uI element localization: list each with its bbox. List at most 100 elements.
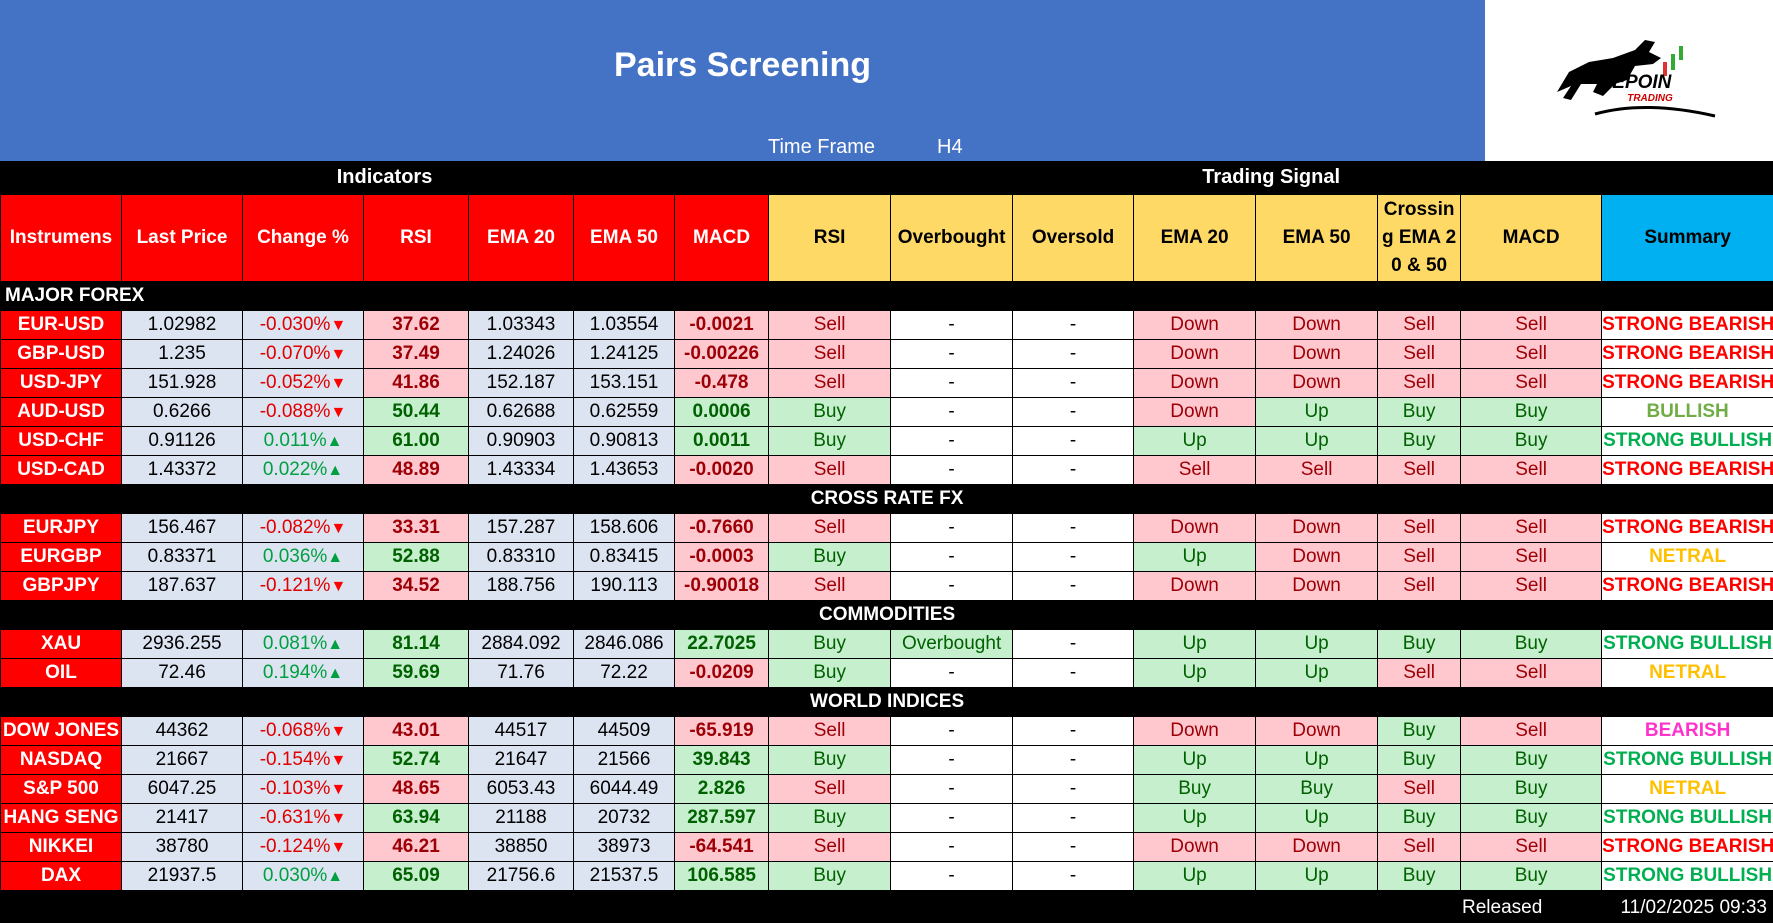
indicator: 1.03554 <box>573 310 675 340</box>
signal: Buy <box>1377 426 1462 456</box>
signal: Up <box>1255 658 1379 688</box>
instrument: EUR-USD <box>0 310 122 340</box>
indicator: 157.287 <box>468 513 574 543</box>
change-cell: 0.081%▲ <box>242 629 364 659</box>
instrument-row: DOW JONES 44362 -0.068%▼ 43.01 44517 44509 -65… <box>0 716 1773 746</box>
section-title: MAJOR FOREX <box>0 281 1773 311</box>
up-arrow: ▲ <box>327 868 344 885</box>
summary: STRONG BEARISH <box>1601 832 1773 862</box>
group-header: Indicators <box>0 161 769 195</box>
instrument-row: DAX 21937.5 0.030%▲ 65.09 21756.6 21537.5 106.… <box>0 861 1773 891</box>
instrument: NIKKEI <box>0 832 122 862</box>
signal: Up <box>1133 803 1257 833</box>
summary: STRONG BEARISH <box>1601 571 1773 601</box>
indicator: 0.90813 <box>573 426 675 456</box>
change-value: -0.154% <box>259 749 331 770</box>
indicator: 72.46 <box>121 658 243 688</box>
indicator: 0.90903 <box>468 426 574 456</box>
signal: - <box>1012 542 1135 572</box>
instrument-row: S&P 500 6047.25 -0.103%▼ 48.65 6053.43 6044.4… <box>0 774 1773 804</box>
indicator: 6053.43 <box>468 774 574 804</box>
change-cell: -0.082%▼ <box>242 513 364 543</box>
signal: Up <box>1133 745 1257 775</box>
instrument: HANG SENG <box>0 803 122 833</box>
column-header: EMA 20 <box>468 194 574 282</box>
header: Pairs Screening Time Frame H4 KEPOIN TRA… <box>0 0 1773 161</box>
indicator: 41.86 <box>363 368 469 398</box>
column-header: MACD <box>673 194 770 282</box>
signal: - <box>890 368 1014 398</box>
indicator: 151.928 <box>121 368 243 398</box>
summary: STRONG BEARISH <box>1601 310 1773 340</box>
signal: Buy <box>1377 803 1462 833</box>
summary: BEARISH <box>1601 716 1773 746</box>
instrument: GBP-USD <box>0 339 122 369</box>
signal: Buy <box>1460 774 1603 804</box>
logo-bull <box>1557 40 1661 100</box>
instrument-row: EUR-USD 1.02982 -0.030%▼ 37.62 1.03343 1.0355… <box>0 310 1773 340</box>
signal: Down <box>1255 513 1379 543</box>
signal: Sell <box>1377 339 1462 369</box>
signal: Buy <box>768 745 892 775</box>
indicator: 63.94 <box>363 803 469 833</box>
instrument: NASDAQ <box>0 745 122 775</box>
indicator: 21647 <box>468 745 574 775</box>
instrument: OIL <box>0 658 122 688</box>
section-title: CROSS RATE FX <box>0 484 1773 514</box>
signal: Overbought <box>890 629 1014 659</box>
logo-candle <box>1679 46 1683 60</box>
down-arrow: ▼ <box>330 723 347 740</box>
summary: BULLISH <box>1601 397 1773 427</box>
signal: - <box>1012 716 1135 746</box>
signal: Up <box>1255 397 1379 427</box>
indicator: 44517 <box>468 716 574 746</box>
indicator: 0.91126 <box>121 426 243 456</box>
signal: Down <box>1255 716 1379 746</box>
signal: Buy <box>768 426 892 456</box>
signal: Down <box>1133 339 1257 369</box>
logo-candle <box>1663 62 1667 76</box>
signal: Sell <box>768 832 892 862</box>
change-cell: -0.030%▼ <box>242 310 364 340</box>
indicator: 1.03343 <box>468 310 574 340</box>
released-timestamp: 11/02/2025 09:33 <box>1620 897 1767 918</box>
column-header: EMA 50 <box>1255 194 1379 282</box>
column-header-row: Instrumens Last Price Change % RSI EMA 20 EMA… <box>0 194 1773 282</box>
indicator: 287.597 <box>673 803 770 833</box>
signal: Buy <box>1460 426 1603 456</box>
summary: NETRAL <box>1601 774 1773 804</box>
instrument-row: OIL 72.46 0.194%▲ 59.69 71.76 72.22 -0.0209 Buy… <box>0 658 1773 688</box>
indicator: 50.44 <box>363 397 469 427</box>
logo-tagline: TRADING <box>1627 93 1673 104</box>
signal: Buy <box>1460 745 1603 775</box>
down-arrow: ▼ <box>330 404 347 421</box>
change-cell: -0.088%▼ <box>242 397 364 427</box>
time-frame: H4 <box>937 136 963 158</box>
signal: Buy <box>1377 861 1462 891</box>
down-arrow: ▼ <box>330 317 347 334</box>
signal: - <box>890 745 1014 775</box>
change-value: 0.022% <box>262 459 328 480</box>
signal: Sell <box>768 571 892 601</box>
up-arrow: ▲ <box>326 433 343 450</box>
indicator: 48.65 <box>363 774 469 804</box>
instrument-row: XAU 2936.255 0.081%▲ 81.14 2884.092 2846.086 2… <box>0 629 1773 659</box>
indicator: 0.0006 <box>673 397 770 427</box>
signal: - <box>1012 861 1135 891</box>
down-arrow: ▼ <box>330 752 347 769</box>
footer: Released 11/02/2025 09:33 <box>0 891 1773 923</box>
column-header: Overbought <box>890 194 1014 282</box>
signal: Up <box>1133 542 1257 572</box>
signal: - <box>890 716 1014 746</box>
header-banner: Pairs Screening Time Frame H4 <box>0 0 1485 161</box>
change-value: 0.030% <box>262 865 328 886</box>
signal: Up <box>1255 629 1379 659</box>
signal: Buy <box>768 803 892 833</box>
indicator: 52.74 <box>363 745 469 775</box>
change-value: -0.052% <box>259 372 331 393</box>
up-arrow: ▲ <box>327 636 344 653</box>
signal: Sell <box>1460 832 1603 862</box>
signal: - <box>1012 774 1135 804</box>
summary: STRONG BEARISH <box>1601 339 1773 369</box>
indicator: 2884.092 <box>468 629 574 659</box>
